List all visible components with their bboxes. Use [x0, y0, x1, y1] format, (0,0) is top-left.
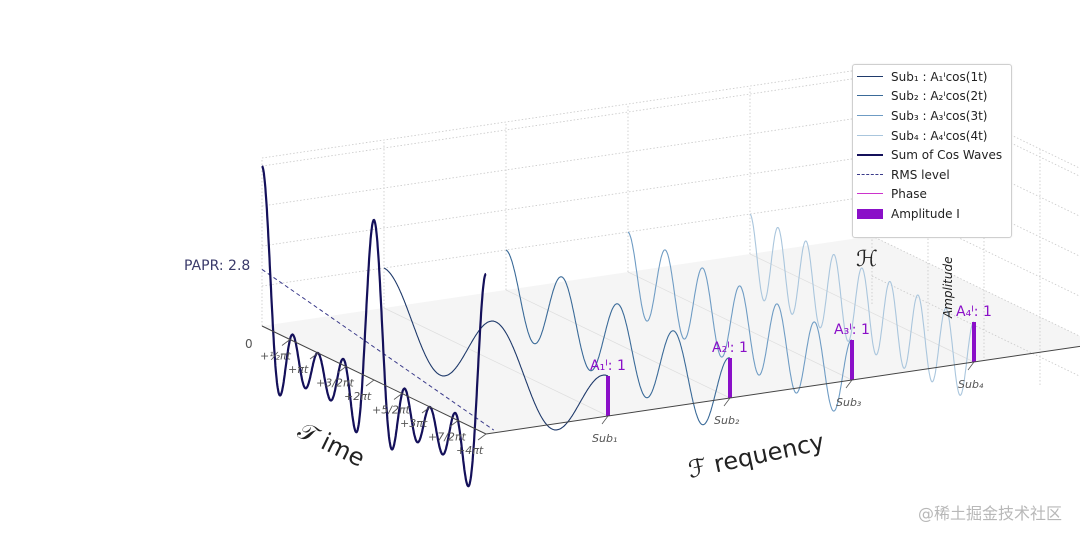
frequency-tick-label: Sub₃	[836, 396, 862, 409]
legend-label: Phase	[891, 187, 927, 202]
floor-grid-line	[749, 253, 975, 363]
legend-swatch	[857, 189, 883, 199]
floor-grid-line	[505, 289, 731, 399]
time-tick-label: +7/2πt	[428, 431, 467, 444]
sub-wave-1	[383, 267, 609, 431]
sum-wave	[261, 165, 487, 488]
legend-label: Sub₄ : A₄ᴵcos(4t)	[891, 128, 988, 143]
grid-line	[871, 115, 1080, 217]
legend-label: Sub₁ : A₁ᴵcos(1t)	[891, 69, 988, 84]
legend-item: Sub₄ : A₄ᴵcos(4t)	[857, 126, 1007, 146]
frequency-tick	[601, 415, 609, 425]
time-tick-label: +5/2πt	[372, 404, 411, 417]
frequency-tick-label: Sub₂	[714, 414, 740, 427]
amplitude-label-2: A₂ᴵ: 1	[712, 340, 748, 356]
axis-panes	[262, 236, 1080, 434]
floor-pane	[262, 236, 1080, 434]
grid-line	[261, 75, 873, 167]
sub-waves	[383, 213, 974, 431]
amplitude-axis-title: Amplitude	[941, 257, 955, 320]
legend-item: Phase	[857, 185, 1007, 205]
frequency-tick	[967, 361, 975, 371]
grid-line	[261, 115, 873, 207]
legend-swatch	[857, 208, 883, 219]
legend-label: RMS level	[891, 167, 950, 182]
sub-wave-3	[627, 231, 853, 412]
frequency-axis-line	[485, 345, 1080, 435]
grid-line	[261, 67, 873, 159]
time-tick	[281, 339, 291, 346]
time-tick	[393, 393, 403, 400]
time-tick	[309, 352, 319, 360]
time-tick-label: +4πt	[456, 444, 484, 457]
h-axis-label: ℋ	[856, 247, 878, 272]
amplitude-bars: A₁ᴵ: 1 A₂ᴵ: 1 A₃ᴵ: 1 A₄ᴵ: 1	[590, 304, 992, 416]
rms-line	[261, 269, 495, 431]
legend-item: Sub₁ : A₁ᴵcos(1t)	[857, 67, 1007, 87]
legend-item: Sum of Cos Waves	[857, 145, 1007, 165]
time-tick-label: +3/2πt	[316, 377, 355, 390]
legend-label: Sum of Cos Waves	[891, 148, 1003, 163]
legend-swatch	[857, 170, 883, 180]
frequency-axis-title: ℱ requency	[685, 428, 826, 484]
legend-item: RMS level	[857, 165, 1007, 185]
sum-wave-line	[261, 165, 487, 488]
axis-lines	[261, 325, 1080, 441]
amplitude-label-1: A₁ᴵ: 1	[590, 358, 626, 374]
sub-wave-4	[749, 213, 974, 396]
legend-item: Amplitude I	[857, 204, 1007, 224]
legend-item: Sub₂ : A₂ᴵcos(2t)	[857, 87, 1007, 107]
time-tick	[477, 433, 487, 441]
grid-line	[871, 75, 1080, 177]
grid-line	[871, 195, 1080, 297]
time-tick	[421, 406, 431, 414]
grid-line	[261, 195, 873, 287]
frequency-tick	[723, 397, 731, 407]
time-tick	[449, 420, 459, 427]
legend-item: Sub₃ : A₃ᴵcos(3t)	[857, 106, 1007, 126]
floor-grid-line	[383, 307, 609, 417]
grid-line	[261, 155, 873, 247]
watermark: @稀土掘金技术社区	[917, 504, 1062, 523]
time-tick	[365, 379, 375, 387]
time-tick	[337, 366, 347, 373]
legend-swatch	[857, 111, 883, 121]
time-tick-label: +2πt	[344, 390, 372, 403]
legend-swatch	[857, 131, 883, 141]
legend-swatch	[857, 150, 883, 160]
grid-line	[871, 235, 1080, 337]
legend-label: Amplitude I	[891, 206, 960, 221]
legend: Sub₁ : A₁ᴵcos(1t) Sub₂ : A₂ᴵcos(2t) Sub₃ :…	[852, 64, 1012, 238]
grid-line	[871, 275, 1080, 377]
time-tick-label: +3πt	[400, 417, 428, 430]
papr-label: PAPR: 2.8	[184, 258, 250, 274]
rms-line	[261, 269, 495, 431]
frequency-tick-label: Sub₄	[958, 378, 984, 391]
legend-label: Sub₂ : A₂ᴵcos(2t)	[891, 89, 988, 104]
time-tick-label: +πt	[288, 363, 309, 376]
grid-line	[871, 155, 1080, 257]
legend-swatch	[857, 72, 883, 82]
floor-grid-line	[627, 271, 853, 381]
origin-zero-label: 0	[245, 337, 253, 351]
legend-swatch	[857, 91, 883, 101]
legend-label: Sub₃ : A₃ᴵcos(3t)	[891, 108, 988, 123]
time-tick-label: +½πt	[260, 350, 292, 363]
amplitude-label-3: A₃ᴵ: 1	[834, 322, 870, 338]
sub-wave-2	[505, 249, 731, 426]
frequency-tick-label: Sub₁	[592, 432, 617, 445]
frequency-tick	[845, 379, 853, 389]
grid-line	[871, 67, 1080, 169]
amplitude-label-4: A₄ᴵ: 1	[956, 304, 992, 320]
